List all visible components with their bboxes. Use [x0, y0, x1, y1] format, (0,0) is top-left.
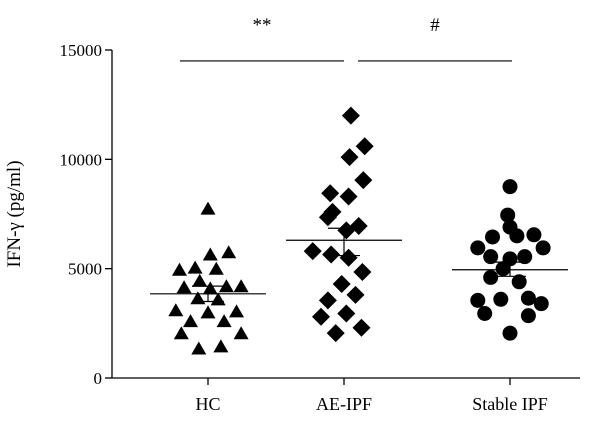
data-point-circle [502, 179, 518, 195]
data-point-diamond [340, 148, 359, 167]
data-point-triangle [218, 279, 234, 293]
significance-label: ** [253, 15, 272, 36]
axes [111, 50, 580, 379]
y-tick-label: 5000 [68, 260, 102, 279]
x-category-label: Stable IPF [472, 394, 548, 414]
data-point-diamond [354, 171, 373, 190]
data-point-triangle [233, 279, 249, 293]
data-point-circle [485, 229, 501, 245]
data-point-triangle [233, 326, 249, 340]
data-point-triangle [192, 273, 208, 287]
data-point-diamond [346, 285, 365, 304]
x-axis-category-labels: HC AE-IPF Stable IPF [195, 378, 548, 414]
data-point-circle [483, 269, 499, 285]
x-category-label: AE-IPF [316, 394, 372, 414]
data-point-circle [533, 296, 549, 312]
significance-annotations: ** # [180, 15, 512, 62]
data-point-circle [520, 308, 536, 324]
data-point-triangle [173, 326, 189, 340]
y-axis-label: IFN-γ (pg/ml) [4, 160, 25, 267]
data-point-triangle [229, 304, 245, 318]
data-point-circle [526, 227, 542, 243]
data-point-triangle [200, 305, 216, 319]
data-point-circle [493, 291, 509, 307]
data-point-diamond [352, 318, 371, 337]
data-point-triangle [216, 314, 232, 328]
data-point-triangle [208, 261, 224, 275]
data-point-triangle [190, 291, 206, 305]
data-point-diamond [326, 324, 345, 343]
data-point-triangle [200, 201, 216, 215]
data-point-diamond [321, 184, 340, 203]
data-point-diamond [332, 274, 351, 293]
x-category-label: HC [195, 394, 220, 414]
y-tick-label: 15000 [60, 41, 103, 60]
data-point-triangle [176, 280, 192, 294]
y-tick-label: 10000 [60, 150, 103, 169]
data-point-circle [535, 240, 551, 256]
data-point-diamond [318, 291, 337, 310]
data-point-triangle [221, 245, 237, 259]
data-point-circle [495, 261, 511, 277]
data-point-diamond [337, 221, 356, 240]
data-point-triangle [183, 314, 199, 328]
data-point-circle [500, 207, 516, 223]
data-point-diamond [339, 187, 358, 206]
data-point-triangle [191, 341, 207, 355]
data-point-triangle [171, 262, 187, 276]
data-point-diamond [337, 304, 356, 323]
data-point-triangle [168, 303, 184, 317]
significance-label: # [430, 15, 440, 36]
data-points [168, 106, 551, 355]
data-point-diamond [303, 242, 322, 261]
data-point-triangle [202, 281, 218, 295]
data-point-diamond [341, 106, 360, 125]
data-point-circle [517, 249, 533, 265]
data-point-diamond [312, 307, 330, 326]
data-point-circle [477, 305, 493, 321]
y-tick-label: 0 [94, 369, 103, 388]
data-point-circle [520, 290, 536, 306]
data-point-circle [502, 325, 518, 341]
data-point-circle [470, 292, 486, 308]
data-point-circle [470, 240, 486, 256]
data-point-diamond [322, 245, 341, 264]
data-point-diamond [318, 208, 337, 227]
data-point-circle [511, 274, 527, 290]
data-point-triangle [213, 339, 229, 353]
data-point-triangle [210, 292, 226, 306]
data-point-diamond [339, 248, 358, 267]
data-point-circle [483, 249, 499, 265]
y-axis-ticks: 0 5000 10000 15000 [60, 41, 112, 388]
data-point-circle [509, 228, 525, 244]
data-point-diamond [353, 262, 372, 281]
data-point-triangle [202, 247, 218, 261]
data-point-triangle [187, 260, 203, 274]
data-point-diamond [355, 137, 374, 156]
